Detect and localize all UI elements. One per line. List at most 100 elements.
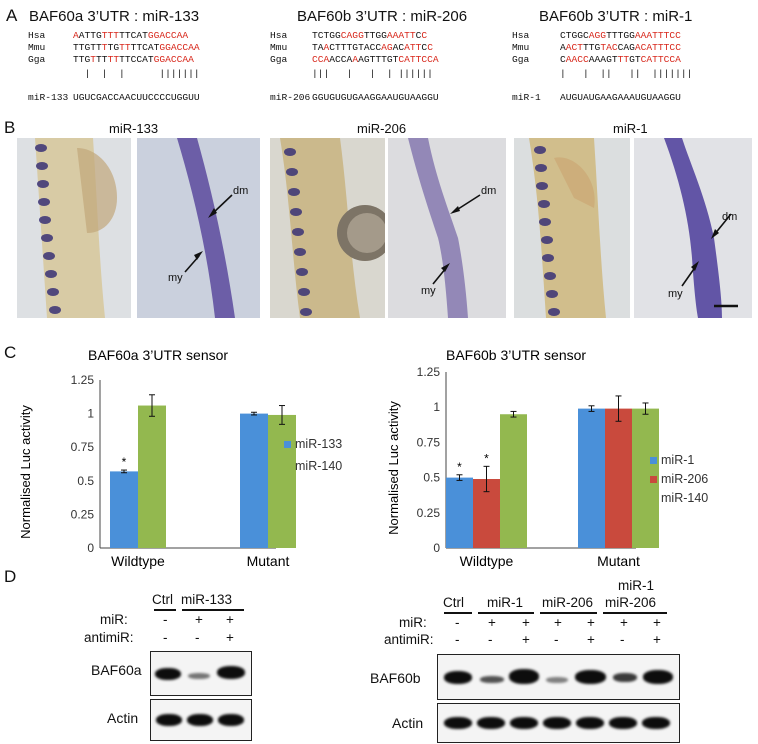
legend-swatch	[650, 495, 657, 502]
right-mir1-underline	[478, 612, 534, 614]
embryo-image-mir1	[514, 138, 630, 318]
species-label: Gga	[512, 54, 530, 65]
y-tick-label: 0.75	[417, 435, 441, 449]
right-blot-actin	[437, 703, 680, 743]
left-antimir-label: antimiR:	[84, 630, 134, 645]
bar	[240, 413, 268, 548]
bar	[500, 414, 527, 548]
species-label: Mmu	[28, 42, 46, 53]
panel-b-title-mir206: miR-206	[357, 121, 407, 136]
species-label: Gga	[270, 54, 288, 65]
utr-sequence-row: TTGTTTTTTTCCATGGACCAA	[73, 54, 194, 65]
right-mir-sign: -	[455, 615, 460, 630]
right-group-combo-line1: miR-1	[618, 578, 654, 593]
y-tick-label: 0	[87, 541, 94, 555]
right-blot-baf60b	[437, 654, 680, 700]
left-antimir-sign: -	[163, 630, 168, 645]
right-ctrl-underline	[444, 612, 472, 614]
embryo-image-mir133	[17, 138, 131, 318]
right-mir-sign: +	[587, 615, 595, 630]
utr-sequence-row: TCTGGCAGGTTGGAAATTCC	[312, 30, 428, 41]
species-label: Mmu	[270, 42, 288, 53]
bar	[578, 408, 605, 548]
x-category-label: Mutant	[247, 553, 290, 569]
right-antimir-sign: +	[653, 632, 661, 647]
panel-d-label: D	[4, 567, 17, 586]
chart-baf60a: BAF60a 3’UTR sensor Normalised Luc activi…	[18, 347, 342, 569]
significance-star: *	[457, 460, 462, 474]
y-tick-label: 0.5	[423, 471, 440, 485]
right-antimir-sign: -	[488, 632, 493, 647]
right-group-mir206: miR-206	[542, 595, 594, 610]
chart-title: BAF60b 3’UTR sensor	[446, 347, 586, 363]
mirna-label: miR-206	[270, 92, 311, 103]
left-ctrl-underline	[154, 609, 176, 611]
species-label: Hsa	[28, 30, 46, 41]
left-blot-baf60a	[150, 651, 252, 696]
left-blot-actin-label: Actin	[107, 710, 139, 726]
significance-star: *	[484, 451, 489, 465]
left-blot-baf60a-label: BAF60a	[91, 662, 142, 678]
x-category-label: Wildtype	[460, 553, 514, 569]
bar	[268, 414, 296, 548]
legend-label: miR-140	[295, 459, 342, 473]
legend-swatch	[284, 441, 291, 448]
section-image-mir1	[634, 138, 752, 318]
my-label-3: my	[668, 288, 683, 300]
right-antimir-sign: +	[522, 632, 530, 647]
legend-swatch	[650, 457, 657, 464]
y-tick-label: 1	[87, 407, 94, 421]
y-tick-label: 1.25	[417, 365, 441, 379]
y-tick-label: 0.25	[71, 507, 95, 521]
significance-star: *	[122, 455, 127, 469]
dm-label-2: dm	[481, 185, 497, 197]
left-mir-sign: -	[163, 612, 168, 627]
species-label: Mmu	[512, 42, 530, 53]
bar	[110, 471, 138, 548]
right-group-combo-line2: miR-206	[605, 595, 657, 610]
panel-a-title-2: BAF60b 3’UTR : miR-206	[297, 8, 468, 25]
utr-sequence-row: AACTTTGTACCAGACATTTCC	[560, 42, 681, 53]
section-image-mir206	[388, 138, 506, 318]
utr-sequence-row: CCAACCAAAGTTTGTCATTCCA	[312, 54, 439, 65]
x-category-label: Wildtype	[111, 553, 165, 569]
left-group-underline	[182, 609, 244, 611]
utr-sequence-row: CTGGCAGGTTTGGAAATTTCC	[560, 30, 681, 41]
right-group-mir1: miR-1	[487, 595, 523, 610]
bar	[138, 405, 166, 548]
legend-label: miR-1	[661, 453, 694, 467]
panel-b-title-mir1: miR-1	[613, 121, 648, 136]
right-mir-sign: +	[620, 615, 628, 630]
y-tick-label: 0	[433, 541, 440, 555]
bar	[605, 408, 632, 548]
utr-sequence-row: TTGTTTTGTTTTCATGGACCAA	[73, 42, 200, 53]
panel-a-label: A	[6, 6, 18, 25]
arrows-1	[184, 194, 233, 273]
right-ctrl-label: Ctrl	[443, 595, 464, 610]
legend-swatch	[284, 463, 291, 470]
right-mir206-underline	[540, 612, 597, 614]
panel-a-title-3: BAF60b 3’UTR : miR-1	[539, 8, 693, 25]
embryo-image-mir206	[270, 138, 385, 318]
legend-label: miR-133	[295, 437, 342, 451]
right-antimir-sign: -	[620, 632, 625, 647]
dm-label-1: dm	[233, 185, 249, 197]
right-mir-sign: +	[554, 615, 562, 630]
legend-label: miR-140	[661, 491, 708, 505]
left-mir-sign: +	[195, 612, 203, 627]
arrows-3	[681, 213, 738, 308]
y-tick-label: 0.5	[77, 474, 94, 488]
mirna-label: miR-1	[512, 92, 541, 103]
my-label-2: my	[421, 285, 436, 297]
species-label: Gga	[28, 54, 46, 65]
pairing-bars: | | || || |||||||	[560, 68, 693, 79]
y-tick-label: 0.25	[417, 506, 441, 520]
panel-c-label: C	[4, 343, 17, 362]
y-axis-label: Normalised Luc activity	[18, 405, 33, 539]
mirna-sequence: GGUGUGUGAAGGAAUGUAAGGU	[312, 92, 439, 103]
species-label: Hsa	[270, 30, 288, 41]
y-tick-label: 1.25	[71, 373, 95, 387]
arrows-2	[432, 194, 481, 285]
utr-sequence-row: TAACTTTGTACCAGACATTCC	[312, 42, 433, 53]
right-blot-baf60b-label: BAF60b	[370, 670, 421, 686]
